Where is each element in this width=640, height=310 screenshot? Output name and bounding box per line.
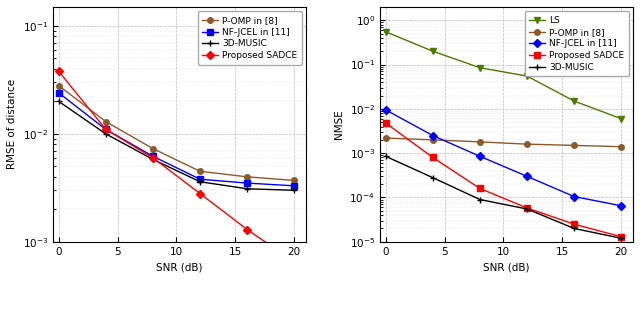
- 3D-MUSIC: [429, 176, 436, 179]
- P-OMP in [8]: [291, 179, 298, 182]
- Y-axis label: NMSE: NMSE: [334, 109, 344, 139]
- 3D-MUSIC: [102, 132, 109, 136]
- NF-JCEL in [11]: [149, 154, 157, 158]
- 3D-MUSIC: [243, 187, 251, 191]
- Proposed SADCE: [243, 228, 251, 231]
- 3D-MUSIC: [618, 237, 625, 240]
- 3D-MUSIC: [476, 198, 484, 202]
- LS: [476, 66, 484, 69]
- Proposed SADCE: [291, 260, 298, 264]
- LS: [382, 30, 390, 34]
- P-OMP in [8]: [618, 145, 625, 148]
- NF-JCEL in [11]: [55, 91, 63, 95]
- P-OMP in [8]: [382, 136, 390, 140]
- Y-axis label: RMSE of distance: RMSE of distance: [7, 79, 17, 170]
- NF-JCEL in [11]: [102, 127, 109, 131]
- P-OMP in [8]: [476, 140, 484, 144]
- P-OMP in [8]: [570, 144, 578, 147]
- Line: LS: LS: [382, 28, 625, 122]
- Proposed SADCE: [55, 69, 63, 73]
- Line: Proposed SADCE: Proposed SADCE: [383, 120, 624, 240]
- 3D-MUSIC: [291, 188, 298, 192]
- NF-JCEL in [11]: [382, 108, 390, 112]
- Proposed SADCE: [382, 121, 390, 125]
- Proposed SADCE: [149, 156, 157, 160]
- NF-JCEL in [11]: [243, 181, 251, 185]
- 3D-MUSIC: [382, 154, 390, 158]
- LS: [429, 49, 436, 53]
- Proposed SADCE: [102, 127, 109, 131]
- 3D-MUSIC: [55, 100, 63, 103]
- NF-JCEL in [11]: [291, 184, 298, 188]
- Legend: P-OMP in [8], NF-JCEL in [11], 3D-MUSIC, Proposed SADCE: P-OMP in [8], NF-JCEL in [11], 3D-MUSIC,…: [198, 11, 301, 64]
- NF-JCEL in [11]: [618, 204, 625, 208]
- LS: [570, 99, 578, 103]
- P-OMP in [8]: [196, 170, 204, 173]
- LS: [524, 74, 531, 78]
- Proposed SADCE: [570, 222, 578, 226]
- P-OMP in [8]: [102, 120, 109, 123]
- Proposed SADCE: [524, 206, 531, 210]
- Line: Proposed SADCE: Proposed SADCE: [56, 69, 297, 265]
- P-OMP in [8]: [429, 138, 436, 142]
- P-OMP in [8]: [55, 84, 63, 87]
- Proposed SADCE: [429, 156, 436, 159]
- Line: NF-JCEL in [11]: NF-JCEL in [11]: [383, 107, 624, 209]
- 3D-MUSIC: [196, 180, 204, 184]
- 3D-MUSIC: [570, 227, 578, 230]
- Proposed SADCE: [196, 192, 204, 195]
- 3D-MUSIC: [524, 207, 531, 211]
- NF-JCEL in [11]: [429, 134, 436, 137]
- Line: P-OMP in [8]: P-OMP in [8]: [56, 83, 297, 183]
- Line: P-OMP in [8]: P-OMP in [8]: [383, 135, 624, 149]
- Proposed SADCE: [618, 235, 625, 239]
- Proposed SADCE: [476, 187, 484, 190]
- Line: 3D-MUSIC: 3D-MUSIC: [55, 98, 298, 194]
- LS: [618, 117, 625, 121]
- 3D-MUSIC: [149, 157, 157, 161]
- NF-JCEL in [11]: [524, 175, 531, 178]
- P-OMP in [8]: [243, 175, 251, 179]
- NF-JCEL in [11]: [196, 177, 204, 181]
- P-OMP in [8]: [149, 147, 157, 150]
- NF-JCEL in [11]: [570, 195, 578, 198]
- X-axis label: SNR (dB): SNR (dB): [483, 262, 530, 272]
- P-OMP in [8]: [524, 142, 531, 146]
- Line: NF-JCEL in [11]: NF-JCEL in [11]: [56, 90, 297, 188]
- Line: 3D-MUSIC: 3D-MUSIC: [382, 153, 625, 242]
- NF-JCEL in [11]: [476, 154, 484, 158]
- X-axis label: SNR (dB): SNR (dB): [156, 262, 203, 272]
- Legend: LS, P-OMP in [8], NF-JCEL in [11], Proposed SADCE, 3D-MUSIC: LS, P-OMP in [8], NF-JCEL in [11], Propo…: [525, 11, 628, 76]
